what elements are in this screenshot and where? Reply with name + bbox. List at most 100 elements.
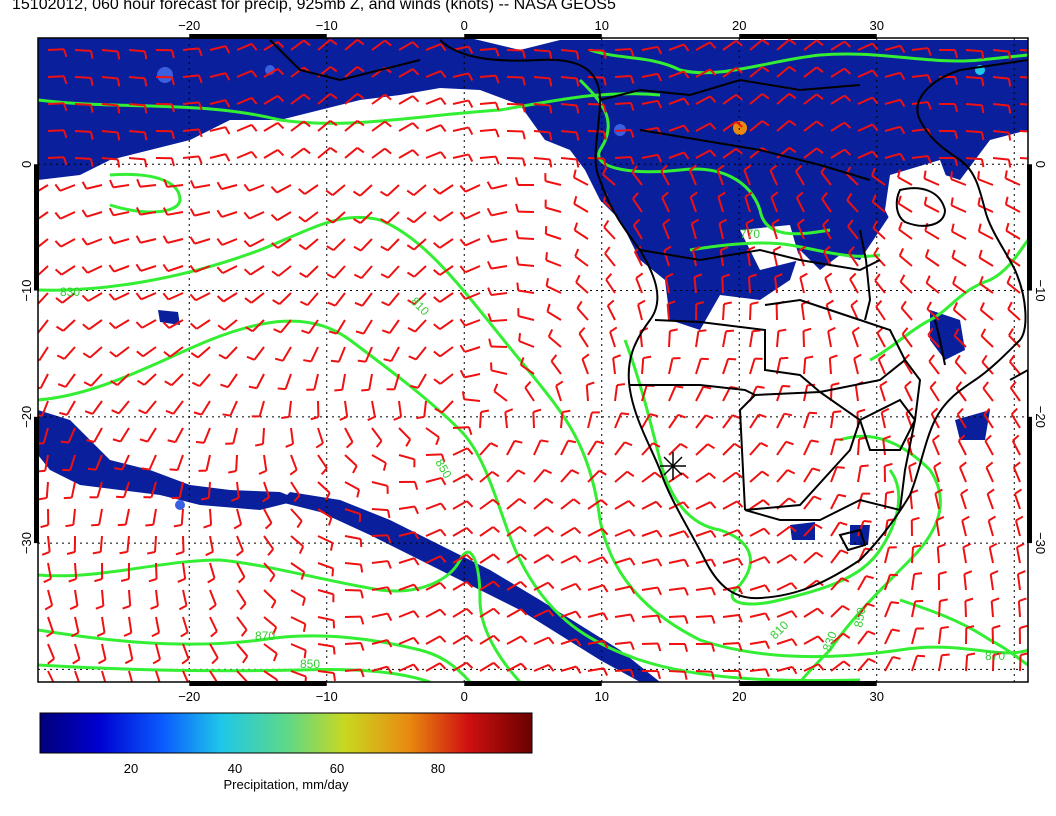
wind-barb [254, 427, 265, 447]
wind-barb [899, 274, 913, 294]
wind-barb [911, 101, 932, 110]
wind-barb [857, 630, 876, 645]
wind-barb [926, 301, 940, 321]
wind-barb [220, 373, 238, 389]
wind-barb [317, 643, 336, 655]
border-drc [639, 248, 881, 272]
wind-barb [101, 76, 121, 87]
wind-barb [236, 96, 258, 105]
wind-barb [614, 412, 630, 429]
wind-barb [614, 75, 635, 84]
lat-tick-label: −30 [19, 532, 34, 554]
wind-barb [459, 369, 481, 379]
wind-barb [830, 148, 852, 159]
wind-barb [433, 319, 454, 331]
wind-barb [344, 119, 365, 132]
wind-barb [879, 380, 888, 402]
wind-barb [668, 97, 690, 106]
wind-barb [290, 481, 301, 503]
wind-barb [506, 469, 526, 483]
wind-barb [964, 597, 974, 618]
wind-barb [63, 481, 76, 500]
wind-barb [956, 407, 967, 429]
wind-barb [263, 589, 277, 609]
wind-barb [898, 248, 913, 267]
wind-barb [668, 442, 688, 456]
wind-barb [803, 663, 825, 672]
wind-barb [830, 410, 842, 429]
wind-barb [406, 211, 427, 224]
wind-barb [371, 454, 387, 471]
wind-barb [606, 299, 616, 321]
wind-barb [722, 642, 743, 651]
border-zimbabwe [858, 398, 917, 451]
wind-barb [506, 130, 526, 140]
wind-barb [425, 70, 447, 79]
wind-barb [162, 235, 184, 244]
lon-tick-label: −10 [316, 689, 338, 704]
wind-barb [661, 191, 670, 213]
wind-barb [803, 66, 824, 78]
wind-barb [560, 498, 581, 510]
wind-barb [317, 670, 336, 682]
frame-bar [34, 164, 39, 291]
wind-barb [216, 265, 238, 275]
wind-barb [749, 329, 761, 348]
wind-barb [209, 72, 231, 81]
wind-barb [614, 129, 635, 138]
wind-barb [965, 625, 975, 645]
wind-barb [857, 657, 877, 672]
location-marker-icon [660, 452, 686, 480]
wind-barb [977, 197, 994, 213]
wind-barb [81, 209, 103, 218]
wind-barb [911, 47, 932, 56]
wind-barb [641, 558, 663, 567]
wind-barb [459, 344, 481, 353]
wind-barb [344, 642, 365, 651]
wind-barb [504, 408, 514, 429]
wind-barb [452, 72, 474, 81]
wind-barb [486, 207, 508, 217]
wind-barb [433, 211, 454, 222]
wind-barb [198, 454, 211, 472]
wind-barb [371, 508, 391, 519]
wind-barb [545, 278, 562, 294]
wind-barb [114, 454, 130, 471]
wind-barb [452, 634, 474, 645]
wind-barb [81, 292, 103, 302]
contour-label: 870 [255, 629, 275, 643]
wind-barb [722, 500, 744, 510]
wind-barb [101, 49, 121, 60]
wind-barb [776, 469, 796, 483]
wind-barb [924, 249, 940, 267]
contour-850 [38, 319, 861, 682]
wind-barb [406, 238, 427, 251]
wind-barb [614, 557, 636, 566]
wind-barb [270, 211, 292, 222]
wind-barb [823, 245, 832, 267]
wind-barb [506, 497, 527, 510]
wind-barb [290, 562, 306, 580]
wind-barb [162, 319, 184, 329]
wind-barb [574, 248, 589, 267]
wind-barb [82, 319, 103, 331]
wind-barb [748, 273, 757, 294]
wind-barb [479, 128, 500, 138]
wind-barb [803, 147, 824, 159]
wind-barb [452, 153, 474, 162]
border-west-africa-2 [599, 78, 861, 101]
wind-barb [614, 441, 633, 456]
wind-barb [957, 434, 967, 456]
wind-barb [668, 670, 688, 680]
wind-barb [587, 499, 608, 510]
wind-barb [97, 643, 107, 665]
border-lesotho [838, 528, 867, 552]
wind-barb [871, 194, 886, 213]
wind-barb [802, 327, 812, 348]
wind-barb [668, 385, 684, 402]
wind-barb [317, 535, 334, 551]
wind-barb [857, 520, 872, 537]
wind-barb [877, 353, 886, 375]
wind-barb [398, 122, 420, 132]
wind-barb [407, 292, 427, 306]
